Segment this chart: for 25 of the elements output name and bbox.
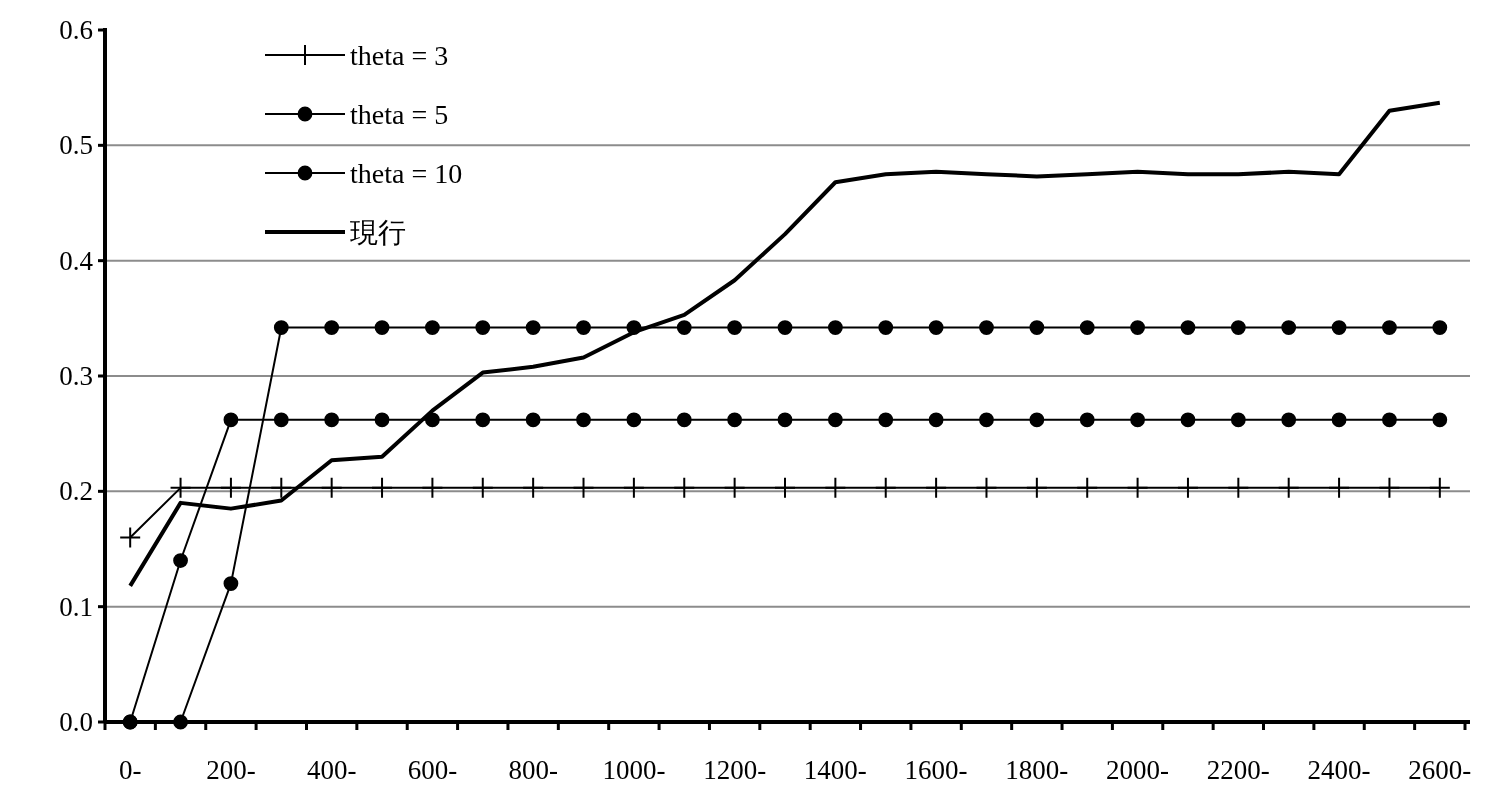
x-tick-label: 800- [508,755,558,785]
x-tick-label: 200- [206,755,256,785]
x-tick-label: 1400- [803,755,867,785]
y-tick-label: 0.2 [59,476,93,507]
y-tick-label: 0.1 [59,591,93,622]
x-tick-label: 2600- [1408,755,1472,785]
x-tick-label: 1000- [602,755,666,785]
legend-label: theta = 5 [350,99,449,130]
x-tick-label: 1800- [1005,755,1069,785]
y-tick-label: 0.3 [59,361,93,391]
y-tick-label: 0.4 [59,245,94,276]
x-tick-label: 2400- [1307,755,1371,785]
legend-label: 現行 [350,217,406,248]
x-tick-label: 1200- [703,755,767,785]
legend-label: theta = 3 [350,40,449,71]
x-tick-label: 0- [118,755,142,785]
x-tick-label: 600- [407,755,458,785]
x-tick-label: 400- [306,755,357,785]
y-tick-label: 0.5 [59,130,93,161]
x-tick-label: 2200- [1206,755,1270,785]
y-tick-label: 0.6 [59,15,93,45]
legend-label: theta = 10 [350,158,463,189]
x-tick-label: 2000- [1106,755,1170,785]
x-tick-label: 1600- [904,755,968,785]
y-tick-label: 0.0 [59,707,93,737]
